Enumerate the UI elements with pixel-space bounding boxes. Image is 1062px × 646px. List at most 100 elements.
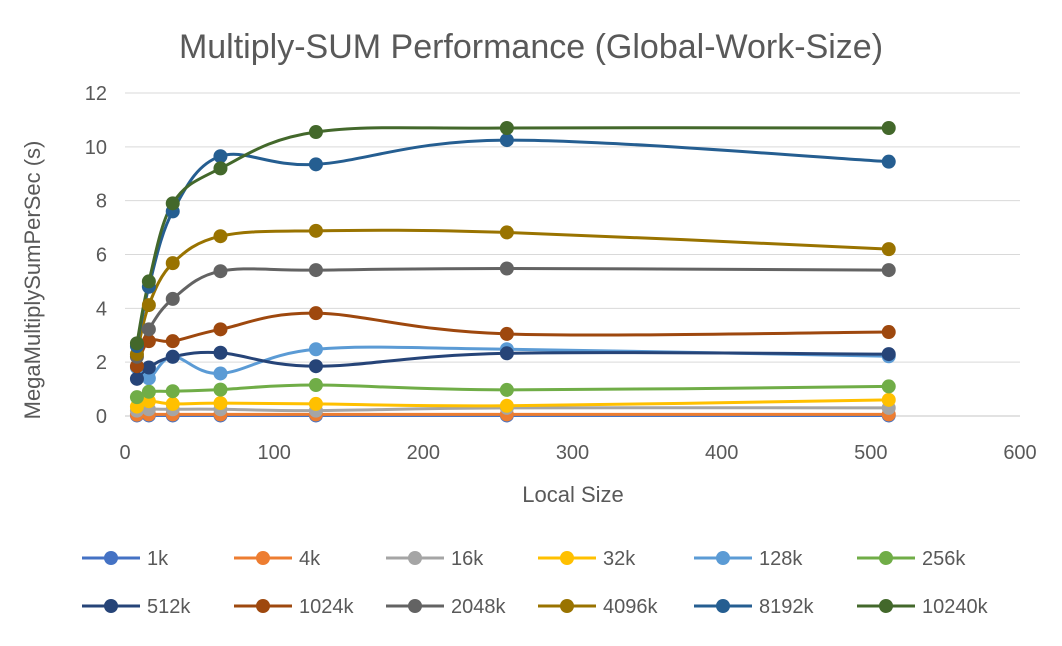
y-tick-label: 12 <box>85 83 107 105</box>
data-point-8192k <box>308 157 323 172</box>
legend-item-128k: 128k <box>694 548 803 570</box>
data-point-32k <box>308 396 323 411</box>
x-tick-label: 200 <box>407 442 440 464</box>
legend-label: 8192k <box>759 596 814 618</box>
legend-marker <box>408 599 422 613</box>
chart-title: Multiply-SUM Performance (Global-Work-Si… <box>179 28 883 66</box>
data-point-4096k <box>213 229 228 244</box>
data-point-32k <box>499 398 514 413</box>
data-point-1024k <box>308 306 323 321</box>
series-line-2048k <box>135 266 889 358</box>
legend-label: 32k <box>603 548 636 570</box>
data-point-32k <box>165 396 180 411</box>
legend-label: 2048k <box>451 596 506 618</box>
data-point-256k <box>141 384 156 399</box>
y-axis-ticks: 0 2 4 6 8 10 12 <box>85 83 107 428</box>
data-point-8192k <box>881 154 896 169</box>
legend-item-1024k: 1024k <box>234 596 354 618</box>
legend-marker <box>879 599 893 613</box>
legend-marker <box>408 551 422 565</box>
data-point-2048k <box>499 261 514 276</box>
data-point-512k <box>881 347 896 362</box>
legend-marker <box>560 551 574 565</box>
data-point-256k <box>881 379 896 394</box>
data-point-512k <box>213 345 228 360</box>
data-point-10240k <box>213 161 228 176</box>
legend-item-512k: 512k <box>82 596 191 618</box>
legend-marker <box>256 599 270 613</box>
y-tick-label: 0 <box>96 406 107 428</box>
data-point-256k <box>499 382 514 397</box>
legend-item-2048k: 2048k <box>386 596 506 618</box>
data-point-4096k <box>308 223 323 238</box>
series-line-10240k <box>135 126 889 344</box>
x-tick-label: 300 <box>556 442 589 464</box>
legend-marker <box>104 599 118 613</box>
legend-label: 1k <box>147 548 169 570</box>
x-tick-label: 400 <box>705 442 738 464</box>
legend-item-8192k: 8192k <box>694 596 814 618</box>
legend-marker <box>716 551 730 565</box>
data-point-4096k <box>499 225 514 240</box>
data-point-256k <box>129 390 144 405</box>
legend-label: 1024k <box>299 596 354 618</box>
legend-marker <box>716 599 730 613</box>
legend-item-4k: 4k <box>234 548 321 570</box>
legend-label: 16k <box>451 548 484 570</box>
legend-label: 256k <box>922 548 966 570</box>
series-points <box>129 120 896 423</box>
legend-marker <box>104 551 118 565</box>
legend-item-4096k: 4096k <box>538 596 658 618</box>
legend-item-32k: 32k <box>538 548 636 570</box>
data-point-128k <box>308 342 323 357</box>
data-point-512k <box>308 359 323 374</box>
data-point-256k <box>308 378 323 393</box>
legend-label: 4096k <box>603 596 658 618</box>
y-tick-label: 10 <box>85 137 107 159</box>
series-line-8192k <box>135 138 889 347</box>
legend-label: 512k <box>147 596 191 618</box>
y-tick-label: 2 <box>96 352 107 374</box>
data-point-1024k <box>881 325 896 340</box>
data-point-8192k <box>213 149 228 164</box>
data-point-128k <box>213 366 228 381</box>
legend-item-10240k: 10240k <box>857 596 989 618</box>
data-point-512k <box>129 371 144 386</box>
data-point-4096k <box>881 242 896 257</box>
legend-label: 10240k <box>922 596 989 618</box>
legend: 1k 4k 16k 32k 128k 256k 512k 1024k 2048k 4096k 819… <box>82 548 989 618</box>
data-point-8192k <box>499 133 514 148</box>
data-point-10240k <box>881 120 896 135</box>
data-point-2048k <box>141 322 156 337</box>
data-point-2048k <box>308 263 323 278</box>
data-point-1024k <box>499 326 514 341</box>
x-tick-label: 0 <box>119 442 130 464</box>
data-point-10240k <box>141 274 156 289</box>
legend-item-1k: 1k <box>82 548 169 570</box>
data-point-2048k <box>213 264 228 279</box>
y-axis-label: MegaMultiplySumPerSec (s) <box>20 141 45 420</box>
data-point-2048k <box>165 291 180 306</box>
legend-label: 4k <box>299 548 321 570</box>
y-tick-label: 6 <box>96 245 107 267</box>
data-point-32k <box>881 392 896 407</box>
x-tick-label: 600 <box>1003 442 1036 464</box>
data-point-32k <box>213 396 228 411</box>
data-point-10240k <box>308 125 323 140</box>
legend-marker <box>256 551 270 565</box>
data-point-4096k <box>141 298 156 313</box>
data-point-4096k <box>165 256 180 271</box>
series-line-4096k <box>135 228 889 355</box>
legend-marker <box>560 599 574 613</box>
data-point-512k <box>499 346 514 361</box>
data-point-256k <box>165 384 180 399</box>
data-point-10240k <box>165 196 180 211</box>
legend-item-16k: 16k <box>386 548 484 570</box>
data-point-1024k <box>165 334 180 349</box>
x-tick-label: 100 <box>257 442 290 464</box>
data-point-10240k <box>499 120 514 135</box>
data-point-256k <box>213 382 228 397</box>
data-point-10240k <box>129 336 144 351</box>
legend-marker <box>879 551 893 565</box>
